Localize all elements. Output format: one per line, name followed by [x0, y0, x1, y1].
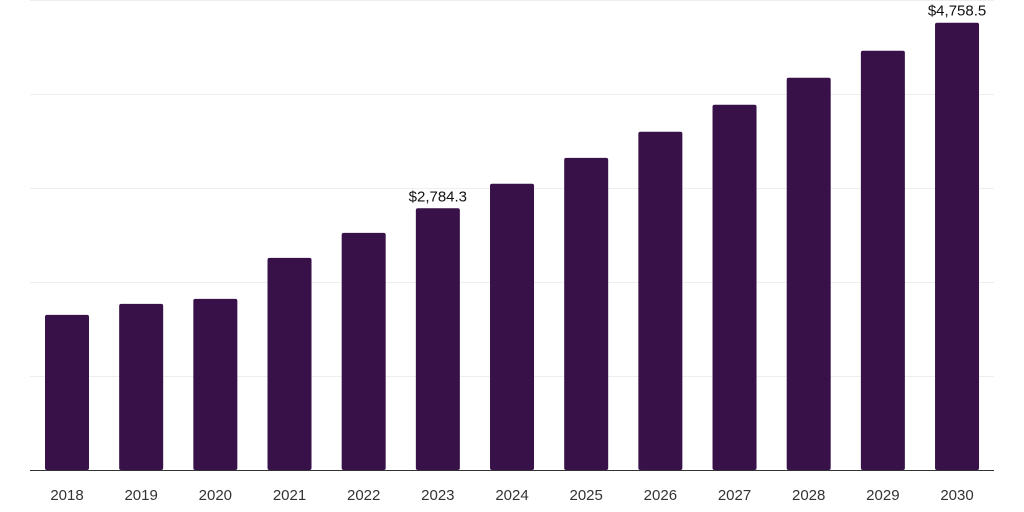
- x-tick-label: 2019: [124, 487, 157, 504]
- bar-2027: [712, 104, 757, 470]
- bar-2026: [638, 131, 683, 470]
- x-tick-label: 2030: [940, 487, 973, 504]
- data-label: $4,758.5: [928, 3, 986, 20]
- bar-2021: [267, 257, 312, 470]
- x-tick-label: 2018: [50, 487, 83, 504]
- x-tick-label: 2029: [866, 487, 899, 504]
- bar-2020: [193, 298, 238, 470]
- bar-2022: [341, 232, 386, 470]
- bar-2024: [490, 183, 535, 470]
- bars: [45, 22, 980, 471]
- x-tick-label: 2028: [792, 487, 825, 504]
- bar-2030: [935, 22, 980, 471]
- x-tick-label: 2027: [718, 487, 751, 504]
- x-tick-label: 2021: [273, 487, 306, 504]
- x-tick-label: 2025: [570, 487, 603, 504]
- bar-2019: [119, 303, 164, 470]
- bar-2029: [860, 50, 905, 470]
- data-label: $2,784.3: [409, 188, 467, 205]
- bar-2018: [45, 314, 89, 470]
- x-tick-labels: 2018 2019 2020 2021 2022 2023 2024 2025 2026 2027…: [50, 487, 973, 504]
- x-tick-label: 2023: [421, 487, 454, 504]
- x-tick-label: 2024: [495, 487, 528, 504]
- x-tick-label: 2022: [347, 487, 380, 504]
- bar-2025: [564, 157, 609, 471]
- x-tick-label: 2026: [644, 487, 677, 504]
- data-labels: $2,784.3 $4,758.5: [409, 3, 987, 206]
- bar-2028: [786, 77, 831, 470]
- x-tick-label: 2020: [199, 487, 232, 504]
- bar-2023: [415, 208, 460, 470]
